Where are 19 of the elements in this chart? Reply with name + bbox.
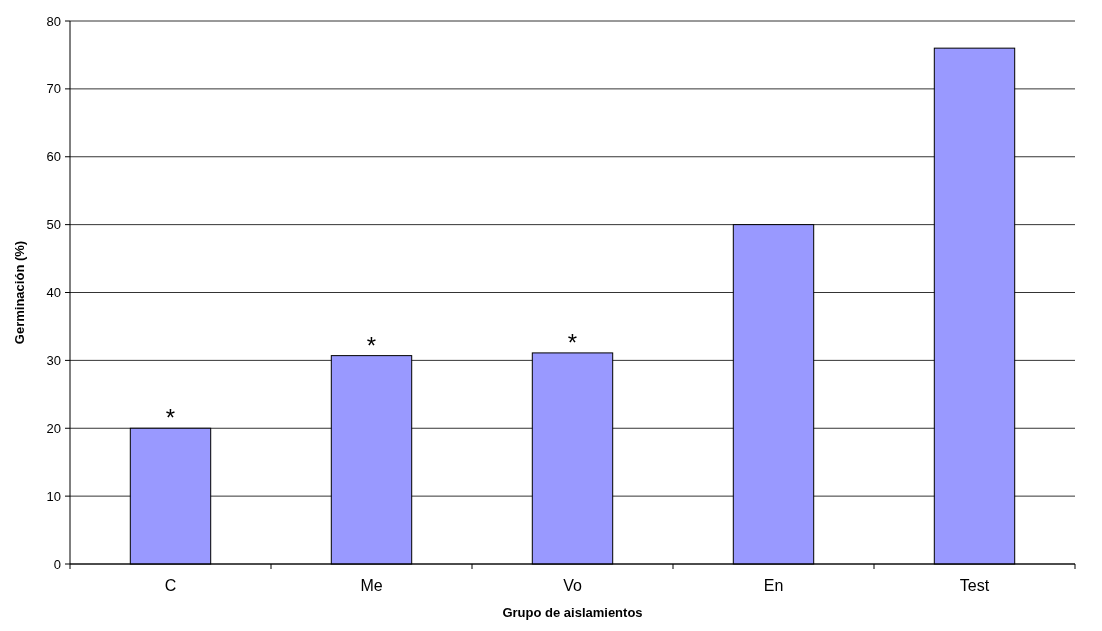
annotation: *: [567, 328, 578, 356]
y-tick-label: 40: [46, 285, 61, 301]
x-tick-label: En: [763, 577, 784, 594]
y-tick-label: 10: [46, 488, 61, 504]
x-tick-label: C: [164, 577, 177, 594]
y-axis-title: Germinación (%): [12, 240, 27, 345]
y-tick-label: 20: [46, 420, 61, 436]
annotation: *: [366, 331, 377, 359]
y-tick-label: 70: [46, 81, 61, 97]
y-tick-label: 80: [46, 13, 61, 29]
x-tick-label: Vo: [563, 577, 582, 594]
y-tick-label: 0: [53, 556, 61, 572]
y-tick-label: 50: [46, 217, 61, 233]
x-tick-label: Test: [959, 577, 990, 594]
y-tick-label: 30: [46, 352, 61, 368]
x-tick-label: Me: [360, 577, 383, 594]
y-tick-label: 60: [46, 149, 61, 165]
annotation: *: [165, 404, 176, 432]
x-axis-title: Grupo de aislamientos: [502, 605, 643, 620]
